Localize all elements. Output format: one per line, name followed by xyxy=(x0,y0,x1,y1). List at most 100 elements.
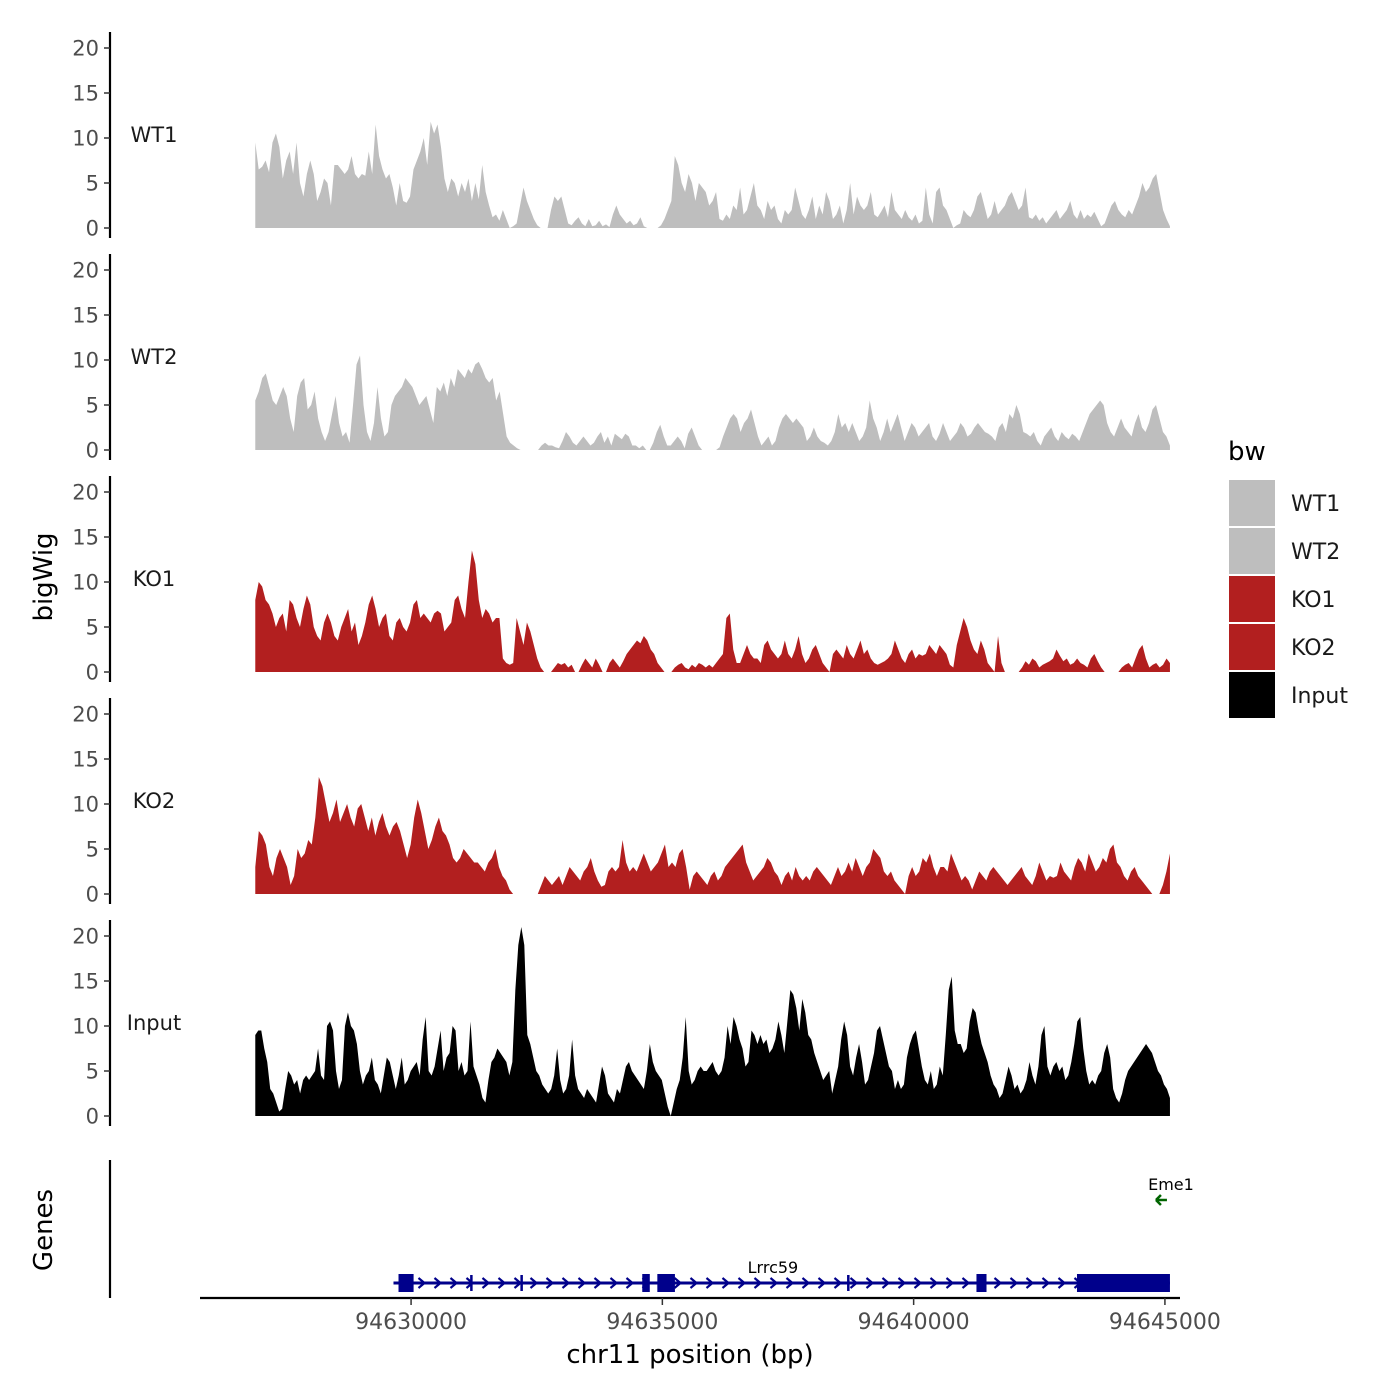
gene-label-eme1: Eme1 xyxy=(1148,1175,1194,1194)
strand-chevron xyxy=(897,1277,907,1289)
x-axis-title: chr11 position (bp) xyxy=(566,1340,813,1370)
strand-chevron xyxy=(801,1277,811,1289)
strand-chevron xyxy=(833,1277,843,1289)
strand-arrow xyxy=(1155,1194,1167,1206)
coverage-area-wt2 xyxy=(255,355,1170,450)
legend-swatch-input xyxy=(1229,672,1275,718)
x-tick-label: 94630000 xyxy=(355,1310,467,1335)
gene-eme1: Eme1 xyxy=(1148,1175,1194,1206)
y-tick-label: 0 xyxy=(86,439,99,463)
y-tick-label: 10 xyxy=(72,1015,99,1039)
gene-track: Lrrc59 Eme1 xyxy=(108,1160,1194,1298)
y-tick-label: 10 xyxy=(72,127,99,151)
track-ko2: 0 5 10 15 20 KO2 xyxy=(72,698,1170,907)
exon-block xyxy=(1076,1274,1170,1292)
legend-swatch-ko2 xyxy=(1229,624,1275,670)
legend-swatch-ko1 xyxy=(1229,576,1275,622)
strand-chevron xyxy=(433,1277,443,1289)
strand-chevron xyxy=(769,1277,779,1289)
y-tick-label: 5 xyxy=(86,1060,99,1084)
strand-chevron xyxy=(1009,1277,1019,1289)
strand-chevron xyxy=(609,1277,619,1289)
y-tick-label: 20 xyxy=(72,703,99,727)
strand-chevron xyxy=(497,1277,507,1289)
exon-block xyxy=(642,1274,650,1292)
coverage-area-ko2 xyxy=(255,777,1170,894)
strand-chevron xyxy=(417,1277,427,1289)
strand-chevron xyxy=(689,1277,699,1289)
legend-swatch-wt2 xyxy=(1229,528,1275,574)
y-tick-label: 15 xyxy=(72,970,99,994)
legend-swatch-wt1 xyxy=(1229,480,1275,526)
track-label-ko1: KO1 xyxy=(133,567,176,591)
exon-block xyxy=(657,1274,675,1292)
legend-label-ko2: KO2 xyxy=(1291,636,1336,661)
strand-chevron xyxy=(737,1277,747,1289)
y-tick-label: 15 xyxy=(72,748,99,772)
y-tick-label: 0 xyxy=(86,661,99,685)
y-tick-label: 0 xyxy=(86,217,99,241)
legend-label-wt2: WT2 xyxy=(1291,540,1340,565)
track-wt2: 0 5 10 15 20 WT2 xyxy=(72,254,1170,463)
strand-chevron xyxy=(721,1277,731,1289)
y-axis-title: bigWig xyxy=(29,532,59,621)
y-tick-label: 0 xyxy=(86,1105,99,1129)
y-tick-label: 5 xyxy=(86,616,99,640)
y-tick-label: 15 xyxy=(72,526,99,550)
y-tick-label: 5 xyxy=(86,838,99,862)
strand-chevron xyxy=(593,1277,603,1289)
strand-chevron xyxy=(481,1277,491,1289)
genes-axis-title: Genes xyxy=(29,1189,59,1271)
coverage-area-wt1 xyxy=(255,121,1170,228)
legend: bw WT1 WT2 KO1 KO2 Input xyxy=(1228,437,1348,718)
strand-chevron xyxy=(1041,1277,1051,1289)
y-tick-label: 0 xyxy=(86,883,99,907)
legend-title: bw xyxy=(1228,437,1266,467)
x-tick-label: 94635000 xyxy=(606,1310,718,1335)
strand-chevron xyxy=(849,1277,859,1289)
strand-chevron xyxy=(913,1277,923,1289)
track-label-input: Input xyxy=(127,1011,181,1035)
strand-chevron xyxy=(1025,1277,1035,1289)
y-tick-label: 5 xyxy=(86,172,99,196)
gene-lrrc59: Lrrc59 xyxy=(393,1258,1170,1292)
y-tick-label: 10 xyxy=(72,571,99,595)
strand-chevron xyxy=(961,1277,971,1289)
strand-chevron xyxy=(929,1277,939,1289)
strand-chevron xyxy=(817,1277,827,1289)
track-wt1: 0 5 10 15 20 WT1 xyxy=(72,32,1170,241)
strand-chevron xyxy=(545,1277,555,1289)
y-tick-label: 20 xyxy=(72,37,99,61)
y-tick-label: 20 xyxy=(72,259,99,283)
x-axis: 94630000 94635000 94640000 94645000 xyxy=(200,1296,1221,1335)
coverage-tracks: 0 5 10 15 20 WT1 0 5 10 15 20 WT2 0 5 10 15 20 KO1 0 5 10 15 2… xyxy=(72,32,1170,1129)
track-label-wt1: WT1 xyxy=(131,123,178,147)
y-tick-label: 20 xyxy=(72,481,99,505)
track-label-ko2: KO2 xyxy=(133,789,176,813)
strand-chevron xyxy=(945,1277,955,1289)
strand-chevron xyxy=(625,1277,635,1289)
y-tick-label: 10 xyxy=(72,793,99,817)
gene-label-lrrc59: Lrrc59 xyxy=(748,1258,799,1277)
track-label-wt2: WT2 xyxy=(131,345,178,369)
strand-chevron xyxy=(577,1277,587,1289)
track-input: 0 5 10 15 20 Input xyxy=(72,920,1170,1129)
exon-block xyxy=(398,1274,414,1292)
exon-block xyxy=(976,1274,987,1292)
strand-chevron xyxy=(561,1277,571,1289)
strand-chevron xyxy=(449,1277,459,1289)
legend-label-ko1: KO1 xyxy=(1291,588,1336,613)
strand-chevron xyxy=(753,1277,763,1289)
strand-chevron xyxy=(865,1277,875,1289)
y-tick-label: 20 xyxy=(72,925,99,949)
strand-chevron xyxy=(705,1277,715,1289)
coverage-area-ko1 xyxy=(255,550,1170,672)
strand-chevron xyxy=(993,1277,1003,1289)
track-ko1: 0 5 10 15 20 KO1 xyxy=(72,476,1170,685)
strand-chevron xyxy=(881,1277,891,1289)
y-tick-label: 15 xyxy=(72,82,99,106)
x-tick-label: 94640000 xyxy=(858,1310,970,1335)
strand-chevron xyxy=(529,1277,539,1289)
y-tick-label: 15 xyxy=(72,304,99,328)
